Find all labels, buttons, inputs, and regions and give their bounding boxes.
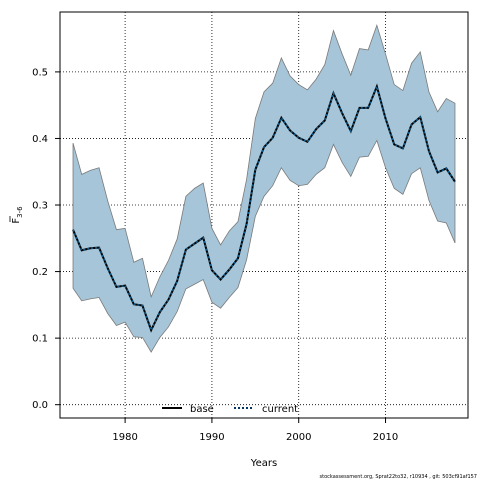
band-area — [72, 24, 456, 353]
y-tick-label: 0.4 — [32, 134, 48, 145]
legend-label-base: base — [190, 404, 214, 415]
y-axis-title: F3-6 — [9, 206, 24, 224]
x-tick-label: 2000 — [286, 432, 311, 443]
svg-text:F3-6: F3-6 — [11, 206, 24, 224]
x-axis-title: Years — [250, 458, 277, 469]
y-axis-title-main: F — [11, 218, 22, 224]
y-axis-title-sub: 3-6 — [16, 206, 24, 218]
legend-label-current: current — [262, 404, 298, 415]
x-tick-label: 1980 — [112, 432, 137, 443]
y-tick-label: 0.3 — [32, 201, 48, 212]
legend: base current — [162, 404, 298, 415]
y-tick-label: 0.0 — [32, 400, 48, 411]
y-tick-label: 0.2 — [32, 267, 48, 278]
x-axis: 1980 1990 2000 2010 — [112, 418, 398, 443]
footer-note: stockassessment.org, Sprat22to32, r10934… — [320, 474, 477, 480]
plot-frame — [59, 11, 469, 419]
y-axis: 0.0 0.1 0.2 0.3 0.4 0.5 — [32, 67, 60, 411]
x-tick-label: 2010 — [373, 432, 398, 443]
y-tick-label: 0.5 — [32, 67, 48, 78]
grid-lines — [60, 12, 468, 418]
x-tick-label: 1990 — [199, 432, 224, 443]
series-line-current-dots — [72, 84, 456, 333]
y-tick-label: 0.1 — [32, 334, 48, 345]
series-lines — [72, 83, 456, 333]
confidence-band — [72, 24, 456, 353]
